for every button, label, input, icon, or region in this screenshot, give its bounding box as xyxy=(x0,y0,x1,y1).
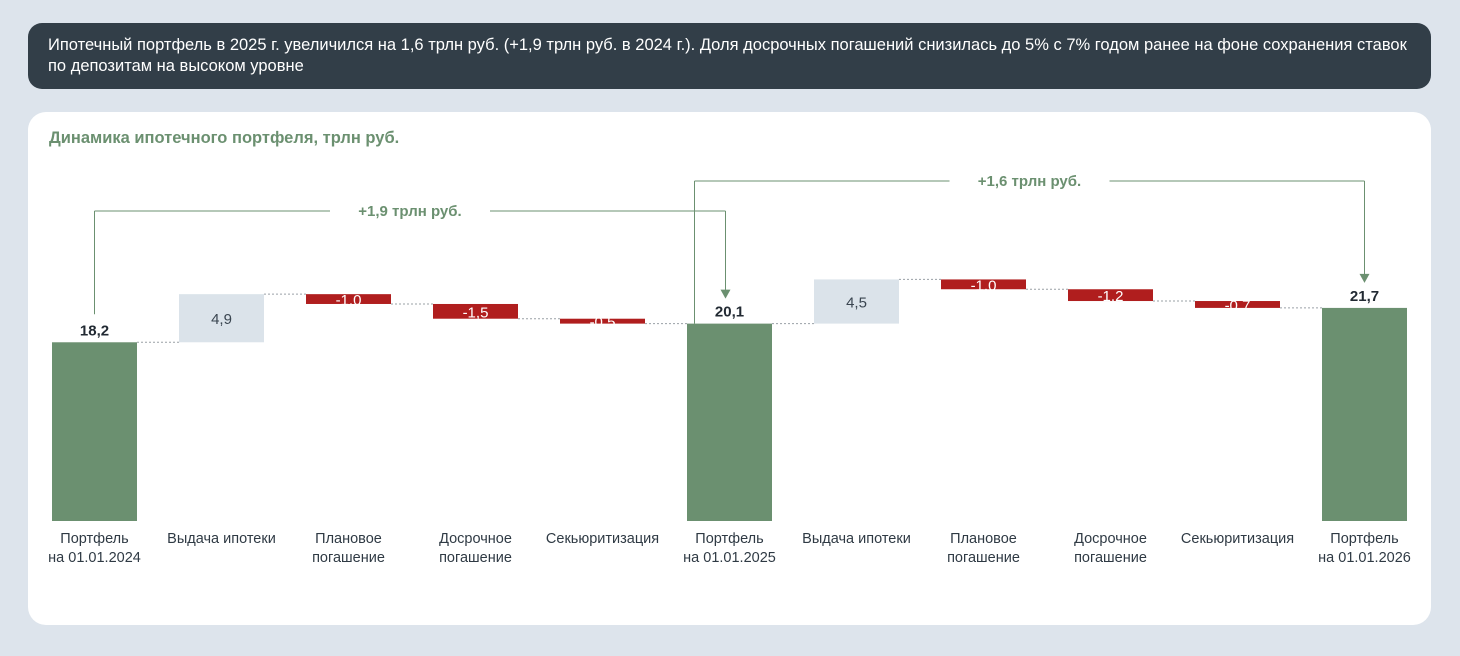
category-label: на 01.01.2024 xyxy=(48,550,141,566)
bar-decrease-8 xyxy=(1068,289,1153,302)
value-label-total: 20,1 xyxy=(715,304,744,321)
value-label-total: 18,2 xyxy=(80,322,109,339)
value-label-decrease: -0,5 xyxy=(590,314,616,331)
bar-total-10 xyxy=(1322,307,1407,521)
value-label-increase: 4,5 xyxy=(846,295,867,312)
category-label: Выдача ипотеки xyxy=(167,531,276,547)
category-label: на 01.01.2025 xyxy=(683,550,776,566)
bar-total-5 xyxy=(687,323,772,521)
category-label: на 01.01.2026 xyxy=(1318,550,1411,566)
category-label: Плановое xyxy=(315,531,382,547)
category-label: Портфель xyxy=(695,531,763,547)
value-label-decrease: -1,0 xyxy=(336,292,362,309)
bar-total-0 xyxy=(52,342,137,521)
category-label: Досрочное xyxy=(439,531,512,547)
bar-decrease-7 xyxy=(941,279,1026,290)
category-label: Досрочное xyxy=(1074,531,1147,547)
annotation-arrow xyxy=(720,289,731,299)
annotation-label: +1,6 трлн руб. xyxy=(978,173,1081,190)
annotation-arrow xyxy=(1359,273,1370,283)
bar-decrease-4 xyxy=(560,318,645,324)
category-label: погашение xyxy=(439,550,512,566)
category-label: погашение xyxy=(947,550,1020,566)
category-label: Плановое xyxy=(950,531,1017,547)
value-label-decrease: -1,0 xyxy=(971,277,997,294)
category-label: Портфель xyxy=(1330,531,1398,547)
chart-title: Динамика ипотечного портфеля, трлн руб. xyxy=(49,129,400,147)
category-label: Выдача ипотеки xyxy=(802,531,911,547)
bar-decrease-3 xyxy=(433,303,518,319)
bar-decrease-2 xyxy=(306,294,391,304)
category-label: погашение xyxy=(1074,550,1147,566)
value-label-decrease: -1,5 xyxy=(463,304,489,321)
value-label-total: 21,7 xyxy=(1350,288,1379,305)
value-label-decrease: -1,2 xyxy=(1098,288,1124,305)
bar-increase-1 xyxy=(179,294,264,343)
bar-decrease-9 xyxy=(1195,301,1280,308)
value-label-decrease: -0,7 xyxy=(1225,297,1251,314)
category-label: погашение xyxy=(312,550,385,566)
category-label: Секьюритизация xyxy=(546,531,659,547)
summary-banner: Ипотечный портфель в 2025 г. увеличился … xyxy=(28,23,1431,89)
summary-text: Ипотечный портфель в 2025 г. увеличился … xyxy=(48,36,1407,75)
category-label: Портфель xyxy=(60,531,128,547)
category-label: Секьюритизация xyxy=(1181,531,1294,547)
annotation-label: +1,9 трлн руб. xyxy=(358,203,461,220)
bar-increase-6 xyxy=(814,279,899,324)
value-label-increase: 4,9 xyxy=(211,311,232,328)
